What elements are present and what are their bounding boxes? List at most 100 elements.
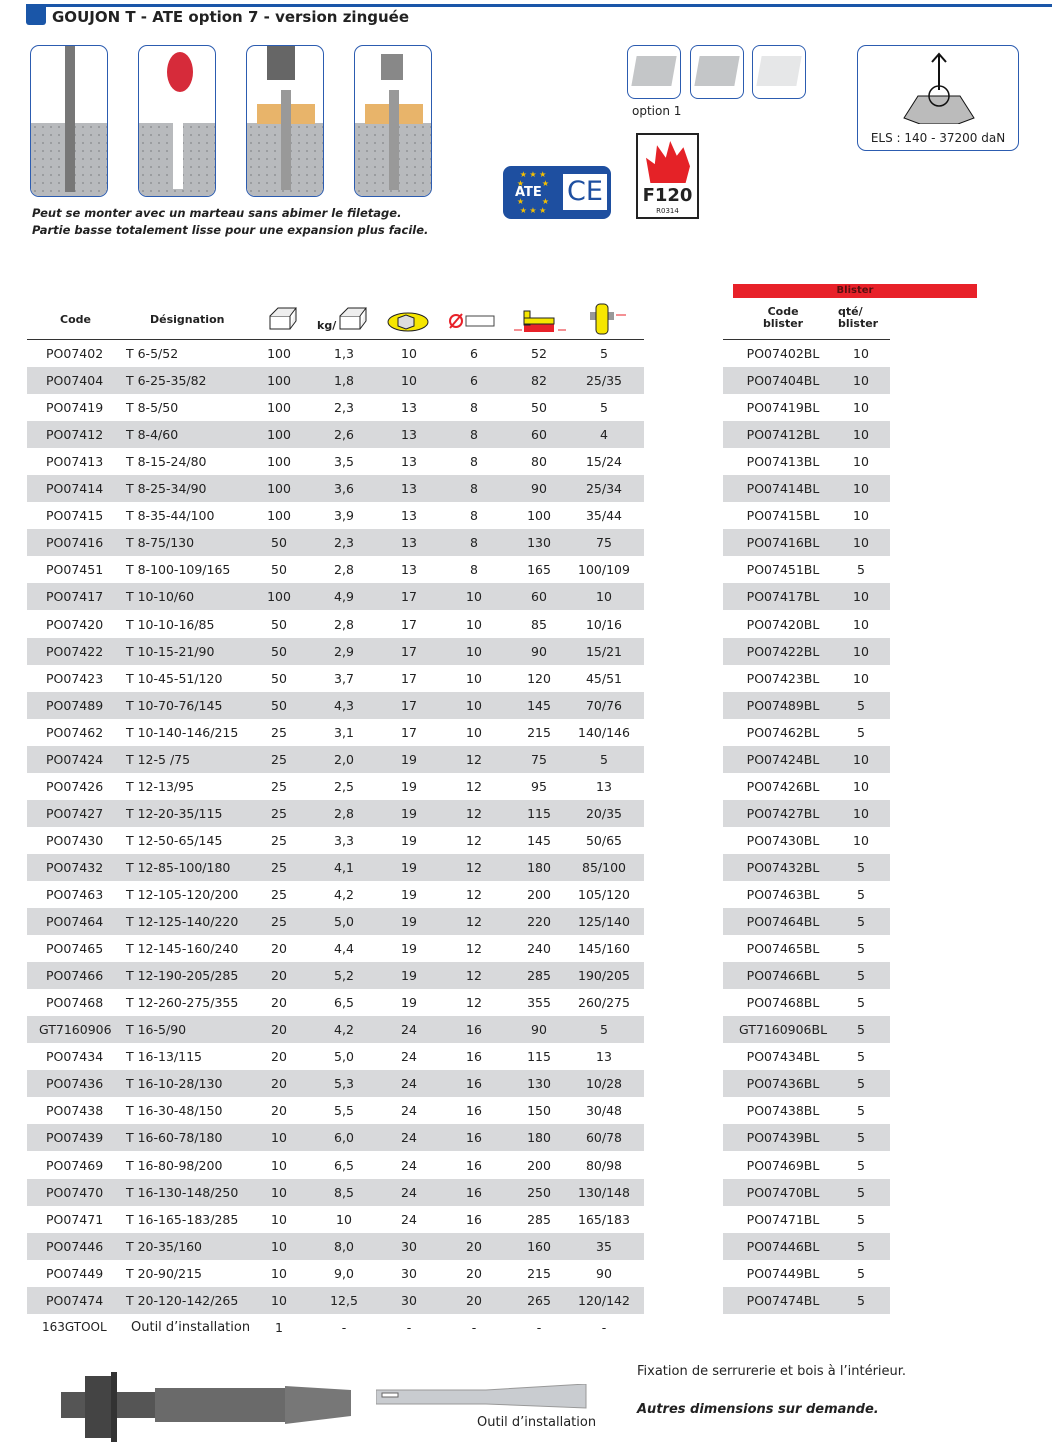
spec-cell: 2,3	[334, 400, 354, 416]
spec-cell: 12	[466, 832, 482, 848]
spec-cell: 145	[527, 697, 551, 713]
spec-cell: 10	[271, 1238, 287, 1254]
spec-cell: 12,5	[330, 1292, 358, 1308]
blister-code: PO07468BL	[746, 995, 820, 1011]
blister-code: PO07446BL	[746, 1238, 820, 1254]
spec-cell: 5	[600, 346, 608, 361]
spec-cell: 8,5	[334, 1184, 354, 1200]
spec-cell: 8	[470, 508, 478, 524]
blister-qty: 10	[853, 778, 869, 794]
spec-cell: 19	[401, 941, 417, 957]
blister-code: PO07420BL	[746, 616, 820, 632]
product-code: PO07415	[46, 508, 104, 524]
spec-cell: 70/76	[585, 697, 623, 713]
spec-cell: 5,5	[334, 1103, 354, 1119]
spec-cell: 12	[466, 751, 482, 767]
designation: T 10-70-76/145	[126, 697, 223, 713]
tool-code: 163GTOOL	[42, 1320, 107, 1334]
blister-qty: 10	[853, 832, 869, 848]
blister-code: PO07439BL	[746, 1130, 820, 1146]
blister-row: PO07446BL 5	[723, 1232, 890, 1260]
fire-rating: F120	[642, 185, 693, 206]
spec-cell: 3,5	[334, 454, 354, 470]
spec-cell: 115	[527, 1049, 551, 1065]
blister-row: PO07489BL 5	[723, 691, 890, 719]
spec-cell: 20	[271, 1076, 287, 1092]
header-code: Code	[60, 313, 91, 326]
table-row: PO07465 T 12-145-160/240 20 4,4 19 12 240 145/1…	[27, 935, 644, 962]
spec-cell: 13	[596, 778, 612, 794]
designation: T 16-130-148/250	[126, 1184, 239, 1200]
product-code: PO07414	[46, 481, 104, 497]
blister-code: PO07466BL	[746, 968, 820, 984]
blister-row: PO07463BL 5	[723, 881, 890, 908]
spec-cell: 5,0	[334, 914, 354, 930]
table-row: PO07415 T 8-35-44/100 100 3,9 13 8 100 35/44	[27, 502, 644, 529]
spec-cell: 10	[271, 1211, 287, 1227]
spec-cell: 10	[466, 643, 482, 659]
spec-cell: 50	[271, 670, 287, 686]
spec-cell: 12	[466, 859, 482, 875]
header-kg: kg/	[317, 319, 337, 332]
spec-cell: 165/183	[578, 1211, 630, 1227]
spec-cell: 90	[531, 1022, 547, 1038]
spec-cell: 20	[466, 1238, 482, 1254]
els-label: ELS : 140 - 37200 daN	[870, 131, 1006, 145]
product-code: PO07413	[46, 454, 104, 470]
spec-cell: 5	[600, 751, 608, 767]
spec-cell: 180	[527, 859, 551, 875]
product-code: PO07420	[46, 616, 104, 632]
designation: T 12-125-140/220	[126, 914, 239, 930]
blister-row: PO07466BL 5	[723, 962, 890, 990]
tool-qty: 1	[275, 1320, 283, 1335]
blister-code: PO07423BL	[746, 670, 820, 686]
designation: T 16-5/90	[126, 1022, 187, 1038]
blister-qty: 5	[857, 1022, 865, 1038]
blister-code: PO07412BL	[746, 427, 820, 443]
spec-cell: 19	[401, 914, 417, 930]
blower-icon	[138, 45, 216, 197]
tool-cell: -	[406, 1320, 412, 1335]
blister-row: PO07439BL 5	[723, 1124, 890, 1152]
spec-cell: 12	[466, 914, 482, 930]
spec-cell: 60	[531, 427, 547, 443]
spec-cell: 30	[401, 1265, 417, 1281]
spec-cell: 10	[336, 1211, 352, 1227]
blister-qty: 5	[857, 887, 865, 902]
tool-designation: Outil d’installation	[131, 1320, 251, 1335]
blister-qty: 10	[853, 373, 869, 389]
blister-qty: 10	[853, 535, 869, 551]
designation: T 8-35-44/100	[126, 508, 215, 524]
spec-cell: 8	[470, 535, 478, 551]
blister-code: PO07474BL	[746, 1292, 820, 1308]
table-row: PO07414 T 8-25-34/90 100 3,6 13 8 90 25/34	[27, 475, 644, 503]
blister-code: GT7160906BL	[738, 1022, 828, 1038]
title-marker	[26, 7, 46, 25]
spec-cell: 25/34	[585, 481, 623, 497]
table-row: PO07466 T 12-190-205/285 20 5,2 19 12 285 190/2…	[27, 962, 644, 990]
blister-qty: 5	[857, 1292, 865, 1308]
blister-qty: 5	[857, 1130, 865, 1146]
spec-cell: 260/275	[578, 995, 630, 1011]
spec-cell: 285	[527, 968, 551, 984]
blister-qty: 10	[853, 481, 869, 497]
table-row: PO07489 T 10-70-76/145 50 4,3 17 10 145 70/76	[27, 691, 644, 719]
spec-cell: 13	[401, 427, 417, 443]
designation: T 8-100-109/165	[126, 562, 231, 578]
table-row: PO07463 T 12-105-120/200 25 4,2 19 12 200 105/1…	[27, 881, 644, 908]
blister-row: PO07436BL 5	[723, 1070, 890, 1098]
spec-cell: 20/35	[585, 805, 623, 821]
tool-cell: -	[601, 1320, 607, 1335]
blister-row: PO07474BL 5	[723, 1286, 890, 1314]
spec-cell: 6	[470, 346, 478, 361]
blister-qty: 5	[857, 1265, 865, 1281]
blister-row: PO07470BL 5	[723, 1178, 890, 1206]
table-row: PO07424 T 12-5 /75 25 2,0 19 12 75 5	[27, 745, 644, 773]
fire-rating-badge: F120 R0314	[636, 133, 699, 219]
spec-cell: 3,6	[334, 481, 354, 497]
table-row: PO07419 T 8-5/50 100 2,3 13 8 50 5	[27, 394, 644, 421]
table-row: PO07436 T 16-10-28/130 20 5,3 24 16 130 10/28	[27, 1070, 644, 1098]
designation: T 8-5/50	[126, 400, 179, 416]
table-row: PO07402 T 6-5/52 100 1,3 10 6 52 5	[27, 340, 644, 367]
spec-cell: 8	[470, 481, 478, 497]
